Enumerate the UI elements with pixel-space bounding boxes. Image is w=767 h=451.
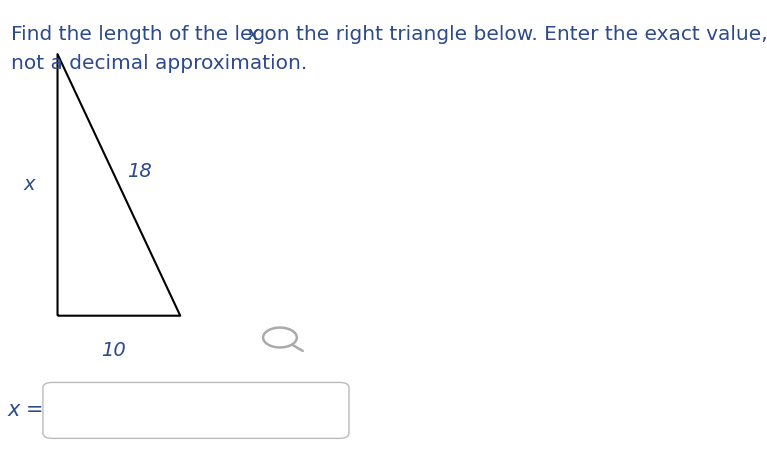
Text: x: x: [246, 25, 258, 44]
Text: 18: 18: [127, 162, 151, 181]
Text: on the right triangle below. Enter the exact value,: on the right triangle below. Enter the e…: [258, 25, 767, 44]
Text: 10: 10: [101, 341, 126, 359]
Text: not a decimal approximation.: not a decimal approximation.: [11, 54, 307, 73]
Text: x: x: [24, 175, 35, 194]
Text: x =: x =: [8, 400, 44, 420]
FancyBboxPatch shape: [43, 382, 349, 438]
Text: Find the length of the leg: Find the length of the leg: [11, 25, 272, 44]
